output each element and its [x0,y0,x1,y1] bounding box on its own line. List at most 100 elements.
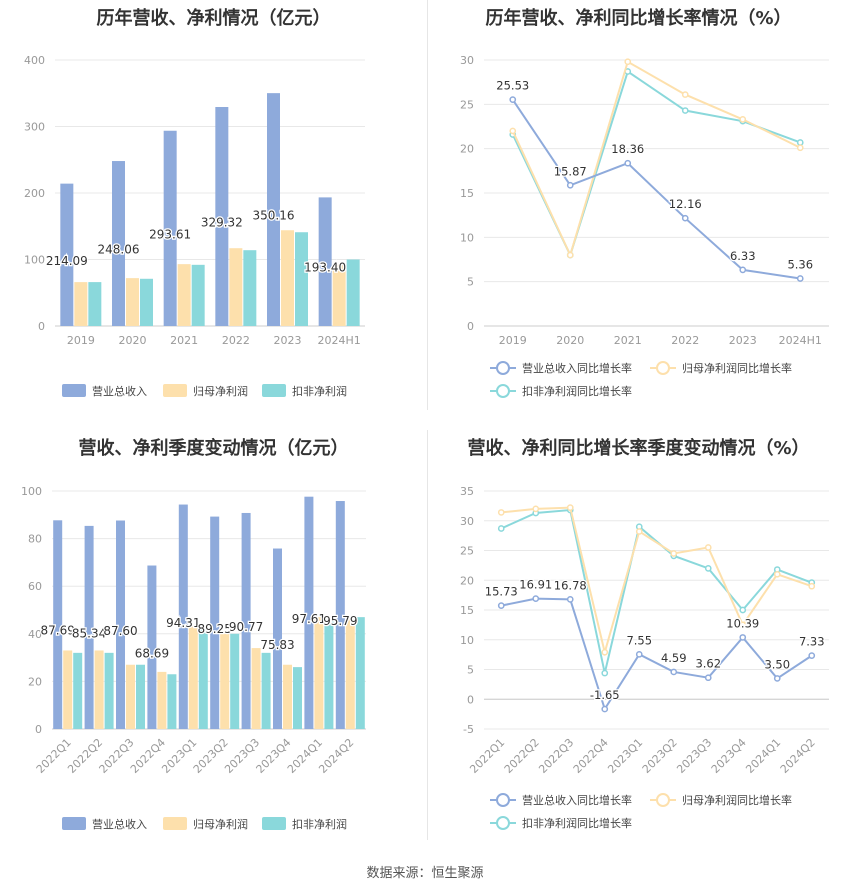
bar-parent-profit [314,617,324,729]
y-tick-label: 0 [38,320,45,333]
y-tick-label: 100 [24,254,45,267]
bar-parent-profit [229,248,243,326]
x-tick-label: 2022Q3 [536,736,576,776]
x-tick-label: 2022Q4 [571,736,611,776]
bar-parent-profit [94,650,104,729]
bar-revenue [147,565,157,729]
bar-deducted-profit [261,652,271,729]
data-label: 7.33 [799,635,825,649]
legend-label: 归母净利润 [193,817,248,831]
data-point [566,251,574,259]
x-tick-label: 2024H1 [318,334,361,347]
bar-deducted-profit [198,629,208,729]
y-tick-label: 0 [467,693,474,706]
data-label: -1.65 [590,688,620,702]
series-line-revenue [511,99,801,280]
data-source: 数据来源：恒生聚源 [366,866,484,881]
data-label: 6.33 [730,249,756,263]
bar-deducted-profit [167,674,177,729]
data-label: 25.53 [496,79,529,93]
bar-parent-profit [345,619,355,729]
y-tick-label: 10 [460,634,474,647]
data-label: 15.73 [485,585,518,599]
legend-label: 营业总收入同比增长率 [522,793,632,807]
x-tick-label: 2023 [729,334,757,347]
legend-marker [496,384,510,398]
data-label: 15.87 [554,164,587,178]
x-tick-label: 2023Q3 [674,736,714,776]
legend-label: 营业总收入 [92,384,147,398]
y-tick-label: 40 [28,628,42,641]
legend-marker [656,361,670,375]
bar-deducted-profit [243,250,257,326]
x-tick-label: 2023Q1 [605,736,645,776]
legend-label: 扣非净利润 [292,384,347,398]
data-label: 94.31 [166,616,200,630]
y-tick-label: 15 [460,187,474,200]
y-tick-label: -5 [463,723,474,736]
data-label: 5.36 [787,257,813,271]
y-tick-label: 5 [467,276,474,289]
data-label: 68.69 [135,646,169,660]
data-label: 89.25 [198,622,232,636]
x-tick-label: 2022Q1 [467,736,507,776]
bar-revenue [116,520,125,729]
chart-title: 营收、净利同比增长率季度变动情况（%） [467,438,810,459]
chart-panel-quarterly-growth: 营收、净利同比增长率季度变动情况（%） -5 0 5 10 15 20 25 30 35 2022… [427,430,850,850]
bar-deducted-profit [346,259,360,326]
data-point [739,634,747,641]
x-tick-label: 2023Q2 [640,736,680,776]
data-label: 97.61 [292,612,326,626]
bar-deducted-profit [88,282,102,326]
data-point [739,621,747,629]
bar-parent-profit [283,664,292,729]
chart-title: 历年营收、净利同比增长率情况（%） [485,8,792,29]
legend-marker [496,361,510,375]
y-tick-label: 20 [460,143,474,156]
bar-deducted-profit [293,667,302,729]
x-tick-label: 2022Q2 [502,736,542,776]
bar-parent-profit [126,278,139,326]
bar-deducted-profit [73,652,83,729]
y-tick-label: 10 [460,231,474,244]
legend-label: 扣非净利润 [292,817,347,831]
data-point [704,674,712,682]
data-label: 329.32 [201,216,243,230]
data-label: 85.34 [72,626,106,640]
data-point [635,528,643,535]
bar-deducted-profit [324,619,334,729]
data-point [566,596,574,603]
x-tick-label: 2021 [614,334,642,347]
bar-deducted-profit [191,264,205,326]
data-point [601,648,609,656]
data-label: 248.06 [98,243,140,257]
data-point [601,705,609,713]
data-point [624,58,632,66]
bar-parent-profit [74,282,88,326]
bar-revenue [210,516,220,729]
bar-parent-profit [251,648,261,729]
bar-revenue [273,548,282,729]
data-point [670,668,678,676]
bar-revenue [178,504,188,729]
data-point [532,595,540,602]
data-label: 293.61 [149,227,191,241]
y-tick-label: 80 [28,533,42,546]
divider-vertical-top [427,0,428,410]
data-label: 12.16 [669,197,702,211]
data-label: 214.09 [46,254,88,268]
legend-label: 扣非净利润同比增长率 [522,384,632,398]
legend-swatch [62,384,86,397]
y-tick-label: 25 [460,98,474,111]
series-line-parent-profit [501,506,813,657]
legend-label: 归母净利润 [193,384,248,398]
bar-deducted-profit [140,278,153,326]
bar-revenue [241,512,251,729]
data-point [601,669,609,677]
chart-panel-quarterly-revenue: 营收、净利季度变动情况（亿元） 0 20 40 60 80 100 2022Q1 2022Q2… [0,430,427,850]
bar-revenue [267,93,280,326]
data-point [497,602,505,610]
data-point [509,127,517,135]
data-label: 7.55 [626,633,652,647]
data-label: 87.69 [41,624,75,638]
